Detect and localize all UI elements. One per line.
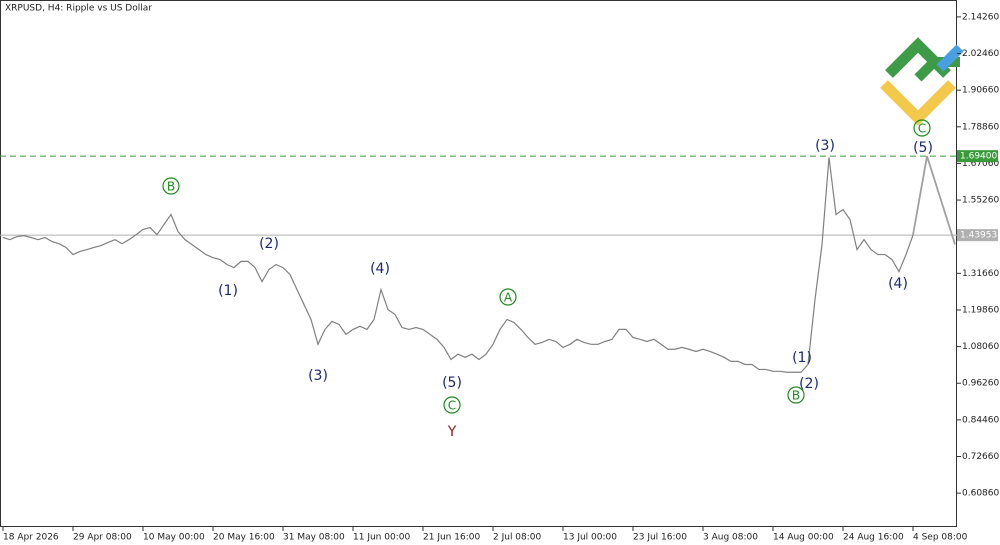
wave-label: (4) (370, 261, 390, 277)
wave-label: C (918, 122, 926, 136)
x-tick-label: 11 Jun 00:00 (353, 533, 410, 543)
wave-label: (3) (308, 368, 328, 384)
y-tick-label: 1.55260 (962, 196, 999, 206)
x-tick-label: 23 Jul 16:00 (633, 533, 687, 543)
wave-label: C (448, 399, 456, 413)
y-tick-label: 2.14260 (962, 12, 999, 22)
y-tick-label: 1.90660 (962, 86, 999, 96)
wave-label: (2) (259, 236, 279, 252)
wave-circle (499, 288, 517, 306)
wave-label: A (504, 291, 513, 305)
level-label: 1.69400 (960, 152, 997, 162)
x-tick-label: 3 Aug 08:00 (703, 533, 758, 543)
x-tick-label: 13 Jul 00:00 (563, 533, 617, 543)
logo-blue (936, 44, 964, 72)
x-tick-label: 18 Apr 2026 (3, 533, 59, 543)
y-tick-label: 1.08060 (962, 342, 999, 352)
price-line (912, 155, 956, 245)
wave-circle (162, 177, 180, 195)
x-tick-label: 14 Aug 00:00 (773, 533, 834, 543)
level-label-box (957, 150, 998, 163)
wave-circle (787, 386, 805, 404)
wave-label: (5) (442, 375, 462, 391)
wave-label: (4) (888, 276, 908, 292)
wave-label: (2) (799, 376, 819, 392)
x-tick-label: 2 Jul 08:00 (493, 533, 542, 543)
wave-circle (913, 119, 931, 137)
wave-label: (3) (815, 138, 835, 154)
y-tick-label: 1.78860 (962, 122, 999, 132)
wave-label: B (167, 180, 175, 194)
logo (880, 37, 964, 126)
y-tick-label: 0.72660 (962, 452, 999, 462)
x-tick-label: 24 Aug 16:00 (843, 533, 904, 543)
level-label-box (957, 229, 998, 242)
wave-label: Y (447, 424, 457, 440)
x-tick-label: 4 Sep 08:00 (913, 533, 968, 543)
x-tick-label: 20 May 16:00 (213, 533, 275, 543)
y-tick-label: 1.31660 (962, 269, 999, 279)
y-tick-label: 0.96260 (962, 379, 999, 389)
y-tick-label: 1.19860 (962, 305, 999, 315)
x-tick-label: 29 Apr 08:00 (73, 533, 132, 543)
chart-title: XRPUSD, H4: Ripple vs US Dollar (5, 4, 152, 14)
logo-yellow (880, 80, 956, 126)
wave-circle (443, 396, 461, 414)
x-tick-label: 21 Jun 16:00 (423, 533, 480, 543)
wave-label: (1) (792, 350, 812, 366)
y-tick-label: 0.84460 (962, 415, 999, 425)
y-tick-label: 0.60860 (962, 489, 999, 499)
wave-label: (5) (913, 140, 933, 156)
plot-frame (0, 0, 957, 527)
y-tick-label: 2.02460 (962, 49, 999, 59)
level-label: 1.43953 (960, 231, 997, 241)
x-tick-label: 10 May 00:00 (143, 533, 205, 543)
wave-label: B (792, 389, 800, 403)
wave-label: (1) (218, 283, 238, 299)
price-line (2, 157, 914, 373)
y-tick-label: 1.67060 (962, 159, 999, 169)
x-tick-label: 31 May 08:00 (283, 533, 345, 543)
